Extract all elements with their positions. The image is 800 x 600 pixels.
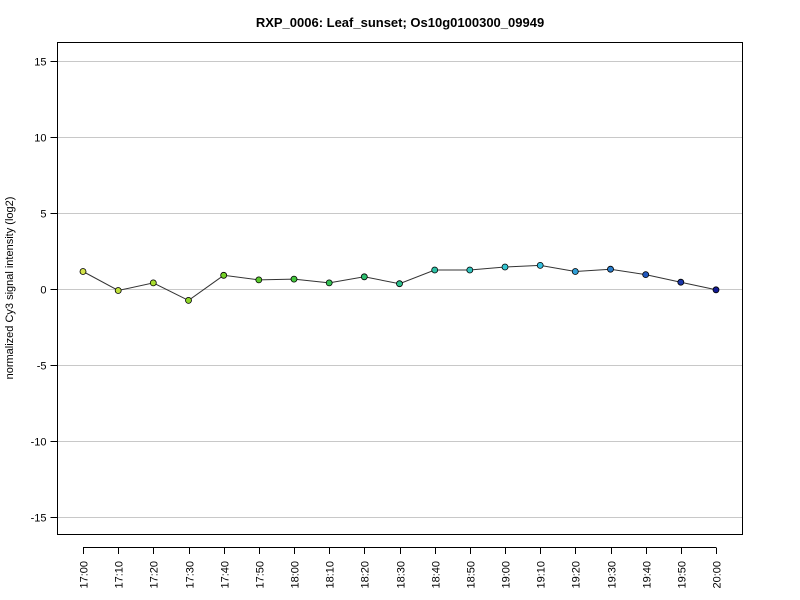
data-point [431,266,439,274]
y-tick-label: 10 [34,133,46,145]
data-point [149,279,157,287]
x-tick-label: 19:40 [642,561,654,589]
y-tick-label: -5 [37,361,47,373]
data-point [79,268,87,275]
data-point [220,271,228,279]
data-point [712,286,720,294]
x-tick-label: 19:00 [501,561,513,589]
x-tick-label: 18:40 [431,561,443,589]
data-point [114,287,122,294]
y-tick-label: 15 [34,57,46,69]
data-point [677,278,685,286]
plot-frame [57,42,743,535]
x-tick-label: 18:30 [396,561,408,589]
y-tick-label: -15 [31,513,47,525]
y-tick-label: 0 [40,285,46,297]
data-point [185,296,192,304]
y-axis: -15 -10 -5 0 5 10 15 [31,57,58,525]
y-tick-label: -10 [31,437,47,449]
series [79,261,720,304]
y-tick-label: 5 [40,209,46,221]
x-tick-label: 18:10 [325,561,337,589]
x-tick-label: 18:00 [290,561,302,589]
grid-lines [57,61,743,518]
data-point [466,266,474,274]
x-tick-label: 17:30 [185,561,197,589]
data-point [607,265,614,273]
x-tick-label: 17:00 [79,561,91,589]
x-tick-label: 17:20 [149,561,161,589]
data-point [642,271,650,279]
x-tick-label: 19:50 [677,561,689,589]
x-axis: 17:00 17:10 17:20 17:30 17:40 17:50 18:00 18:10… [79,547,724,589]
x-tick-label: 18:20 [360,561,372,589]
data-point [360,273,368,281]
x-tick-label: 17:50 [255,561,267,589]
x-tick-label: 19:30 [607,561,619,589]
data-point [396,280,403,288]
data-point [290,275,298,283]
y-axis-label: normalized Cy3 signal intensity (log2) [4,197,16,380]
x-tick-label: 20:00 [712,561,724,589]
data-point [501,263,509,271]
x-tick-label: 17:40 [220,561,232,589]
x-tick-label: 17:10 [114,561,126,589]
data-point [536,261,544,269]
data-point [571,268,579,275]
x-tick-label: 19:10 [536,561,548,589]
chart-title: RXP_0006: Leaf_sunset; Os10g0100300_0994… [256,15,544,30]
data-point [255,276,263,284]
x-tick-label: 18:50 [466,561,478,589]
data-point [325,279,333,287]
x-tick-label: 19:20 [571,561,583,589]
